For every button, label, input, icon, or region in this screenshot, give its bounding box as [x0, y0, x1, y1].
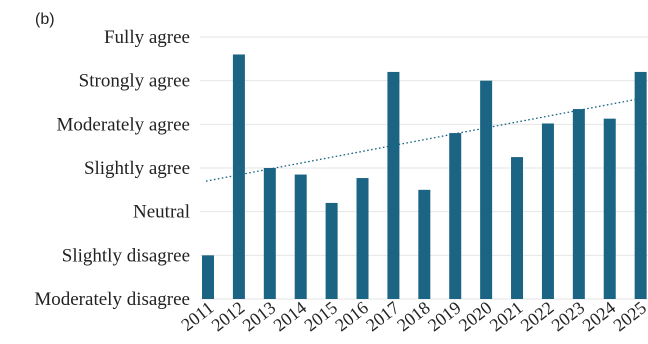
bar-2011: [202, 255, 214, 299]
bar-2012: [232, 54, 245, 299]
bar-2020: [480, 80, 493, 300]
y-tick-label: Strongly agree: [79, 71, 190, 92]
y-tick-label: Slightly disagree: [62, 245, 190, 266]
y-tick-label: Fully agree: [104, 27, 190, 48]
bar-2016: [356, 178, 369, 299]
x-tick-label: 2025: [609, 297, 648, 335]
bar-2015: [325, 202, 338, 299]
bar-2022: [541, 123, 554, 300]
bars: [202, 54, 647, 300]
bar-2019: [449, 133, 462, 299]
y-tick-label: Neutral: [133, 202, 190, 223]
y-tick-label: Moderately disagree: [34, 289, 190, 310]
bar-2021: [511, 157, 524, 299]
x-tick-labels: 2011201220132014201520162017201820192020…: [177, 297, 648, 335]
bar-2025: [634, 71, 647, 299]
y-tick-label: Slightly agree: [84, 158, 190, 179]
y-tick-label: Moderately agree: [57, 114, 190, 135]
panel-label: (b): [35, 11, 55, 28]
bar-2023: [572, 109, 585, 299]
bar-2024: [603, 118, 616, 299]
y-tick-labels: Moderately disagree Slightly disagree Neut…: [34, 27, 190, 310]
bar-2013: [263, 168, 276, 299]
bar-2014: [294, 174, 307, 299]
bar-2018: [418, 189, 431, 299]
bar-2017: [387, 71, 400, 299]
